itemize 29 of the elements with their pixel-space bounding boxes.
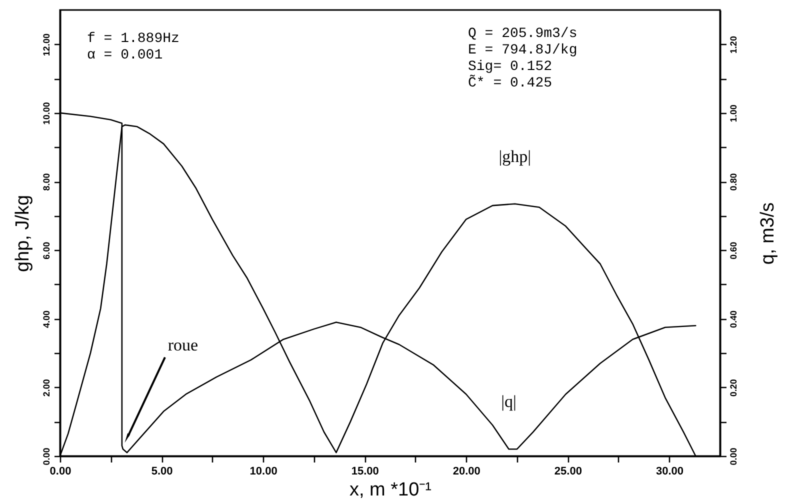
y-tick-label: 4.00 [42,310,52,328]
x-tick-label: 10.00 [250,466,278,478]
series-label: |q| [501,392,516,412]
y-tick-label: 2.00 [42,379,52,397]
y2-tick-label: 0.80 [728,173,738,191]
text: |ghp| [498,146,532,166]
y2-tick-label: 0.00 [728,448,738,466]
y2-tick-label: 1.20 [728,36,738,54]
annotation: f = 1.889Hz α = 0.001 [87,31,180,64]
y2-tick-label: 1.00 [728,104,738,122]
x-tick-label: 5.00 [151,466,173,478]
y-tick-label: 0.00 [42,448,52,466]
x-axis-title: x, m *10⁻¹ [349,480,432,500]
annotation: Q = 205.9m3/s E = 794.8J/kg Sig= 0.152 C̃* = 0.425 [468,26,578,92]
x-tick-label: 30.00 [656,466,684,478]
y-axis-title: ghp, J/kg [12,194,34,272]
x-tick-label: 25.00 [554,466,582,478]
y-tick-label: 6.00 [42,242,52,260]
y-tick-label: 12.00 [42,34,52,56]
y2-tick-label: 0.20 [728,379,738,397]
x-tick-label: 15.00 [351,466,379,478]
x-tick-label: 20.00 [452,466,480,478]
y2-axis-title: q, m3/s [758,202,778,265]
y-tick-label: 10.00 [42,102,52,125]
y-tick-label: 8.00 [42,173,52,191]
y2-tick-label: 0.60 [728,242,738,260]
y2-tick-label: 0.40 [728,310,738,328]
x-tick-label: 0.00 [50,466,72,478]
annotation: roue [168,335,198,354]
